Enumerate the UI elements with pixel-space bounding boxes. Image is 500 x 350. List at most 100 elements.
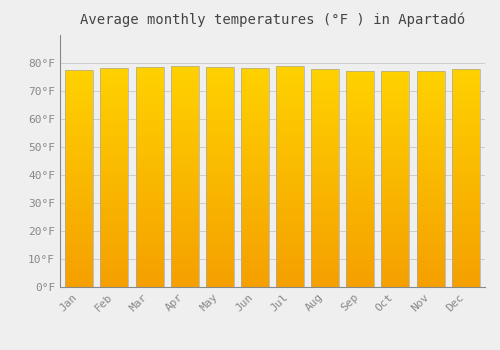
Bar xyxy=(100,235,128,238)
Bar xyxy=(452,129,479,132)
Bar xyxy=(66,257,94,260)
Bar xyxy=(346,222,374,225)
Bar xyxy=(416,206,444,209)
Bar xyxy=(452,173,479,175)
Bar xyxy=(170,82,198,85)
Bar xyxy=(382,174,409,176)
Bar xyxy=(241,276,269,279)
Bar xyxy=(346,71,374,74)
Bar xyxy=(241,257,269,260)
Bar xyxy=(170,74,198,77)
Bar xyxy=(66,178,94,181)
Bar xyxy=(241,251,269,254)
Bar xyxy=(66,189,94,192)
Bar xyxy=(382,163,409,166)
Bar xyxy=(136,174,164,177)
Bar xyxy=(100,88,128,90)
Bar xyxy=(382,236,409,238)
Bar xyxy=(170,237,198,240)
Bar xyxy=(382,195,409,198)
Bar xyxy=(136,163,164,166)
Bar xyxy=(452,273,479,276)
Bar xyxy=(100,98,128,101)
Bar xyxy=(100,74,128,77)
Bar xyxy=(66,138,94,140)
Bar xyxy=(136,177,164,180)
Bar xyxy=(206,78,234,81)
Bar xyxy=(311,284,339,287)
Bar xyxy=(170,207,198,210)
Bar xyxy=(170,190,198,193)
Bar xyxy=(311,211,339,214)
Bar xyxy=(416,87,444,90)
Bar xyxy=(276,171,304,174)
Bar xyxy=(311,273,339,276)
Bar xyxy=(66,187,94,189)
Bar xyxy=(311,83,339,86)
Bar xyxy=(311,244,339,246)
Bar xyxy=(382,92,409,95)
Bar xyxy=(136,78,164,80)
Bar xyxy=(416,282,444,284)
Bar xyxy=(136,265,164,268)
Bar xyxy=(241,183,269,186)
Bar xyxy=(241,194,269,197)
Bar xyxy=(346,225,374,228)
Bar xyxy=(346,190,374,193)
Bar xyxy=(241,177,269,180)
Bar xyxy=(276,262,304,265)
Bar xyxy=(416,195,444,198)
Bar xyxy=(452,230,479,232)
Bar xyxy=(241,125,269,128)
Bar xyxy=(311,233,339,235)
Bar xyxy=(416,182,444,184)
Bar xyxy=(66,113,94,116)
Bar xyxy=(276,246,304,248)
Bar xyxy=(206,128,234,131)
Bar xyxy=(66,244,94,246)
Bar xyxy=(452,107,479,110)
Bar xyxy=(452,124,479,126)
Bar xyxy=(416,79,444,82)
Bar xyxy=(136,210,164,213)
Bar xyxy=(206,180,234,183)
Bar xyxy=(136,83,164,86)
Bar xyxy=(452,189,479,191)
Bar xyxy=(170,71,198,74)
Bar xyxy=(206,117,234,120)
Bar xyxy=(276,91,304,94)
Bar xyxy=(452,232,479,235)
Bar xyxy=(241,260,269,262)
Bar xyxy=(452,224,479,227)
Bar xyxy=(206,150,234,153)
Bar xyxy=(136,133,164,136)
Bar xyxy=(100,202,128,205)
Bar xyxy=(416,238,444,241)
Bar xyxy=(311,227,339,230)
Bar xyxy=(452,126,479,129)
Bar xyxy=(170,143,198,146)
Bar xyxy=(170,66,198,287)
Bar xyxy=(100,148,128,150)
Bar xyxy=(452,93,479,96)
Bar xyxy=(66,121,94,124)
Bar xyxy=(276,135,304,138)
Bar xyxy=(346,198,374,201)
Bar xyxy=(311,80,339,83)
Bar xyxy=(136,67,164,70)
Bar xyxy=(136,122,164,125)
Bar xyxy=(346,111,374,114)
Bar xyxy=(206,136,234,139)
Bar xyxy=(170,91,198,93)
Bar xyxy=(170,259,198,262)
Bar xyxy=(382,254,409,257)
Bar xyxy=(100,112,128,115)
Bar xyxy=(452,257,479,260)
Bar xyxy=(66,154,94,157)
Bar xyxy=(311,187,339,189)
Bar xyxy=(276,234,304,237)
Bar xyxy=(170,243,198,246)
Bar xyxy=(382,233,409,236)
Bar xyxy=(276,224,304,226)
Bar xyxy=(206,199,234,202)
